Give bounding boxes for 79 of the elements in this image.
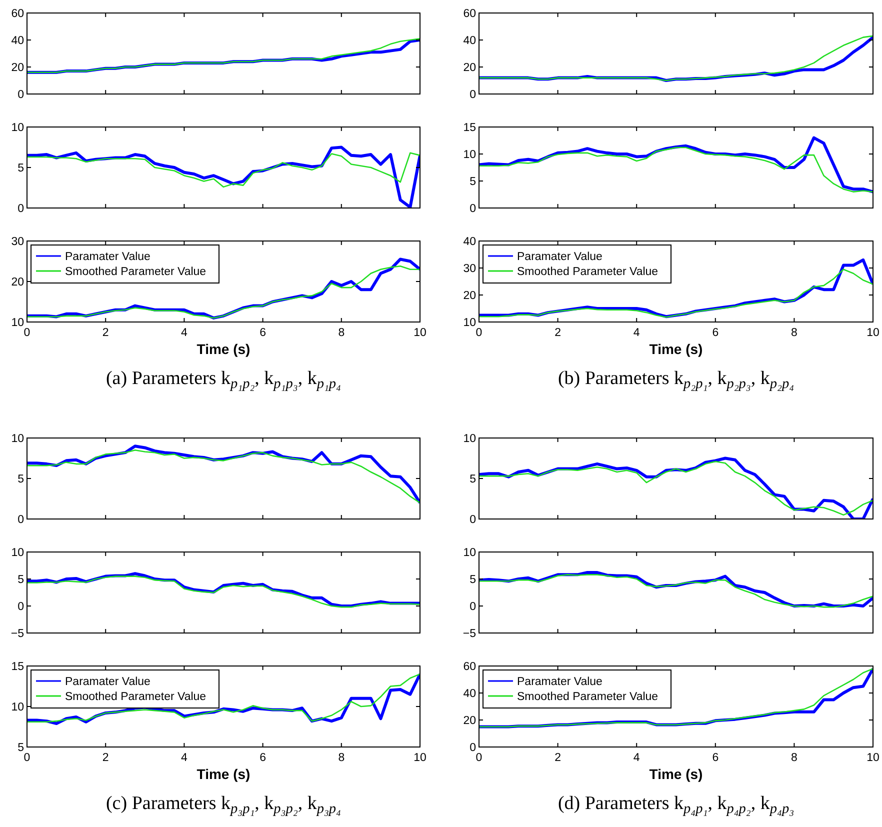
y-tick-label: −5 [462,628,476,640]
y-tick-label: 0 [470,742,476,754]
y-tick-label: 30 [11,236,24,248]
legend-label: Smoothed Parameter Value [517,266,658,278]
y-tick-label: 40 [463,236,476,248]
x-axis-title: Time (s) [649,341,703,357]
y-tick-label: 10 [11,547,24,559]
y-tick-label: 60 [11,8,24,20]
legend-label: Smoothed Parameter Value [65,691,206,703]
y-tick-label: 10 [11,702,24,714]
y-tick-label: 5 [18,474,24,486]
x-tick-label: 10 [414,327,426,339]
y-tick-label: 40 [463,688,476,700]
y-tick-label: 20 [11,62,24,74]
y-tick-label: 15 [11,661,24,673]
x-axis-title: Time (s) [649,766,703,782]
legend-label: Smoothed Parameter Value [517,691,658,703]
y-tick-label: 0 [470,89,476,101]
x-tick-label: 8 [790,327,798,339]
x-tick-label: 8 [338,752,345,764]
y-tick-label: 40 [11,35,24,47]
x-tick-label: 4 [633,327,640,339]
legend-label: Smoothed Parameter Value [65,266,206,278]
x-axis-title: Time (s) [196,341,250,357]
y-tick-label: 10 [11,433,24,445]
text: (c) Parameters k$_{p₃p₁}$, k$_{p₃p₂}$, k$_{p₃p₄}$ [106,793,342,816]
y-tick-label: 30 [463,263,476,275]
text: (a) Parameters k$_{p₁p₂}$, k$_{p₁p₃}$, k$_{p₁p₄}$ [106,368,342,392]
x-tick-label: 10 [866,752,880,764]
x-tick-label: 4 [180,327,188,339]
y-tick-label: 60 [463,661,476,673]
y-tick-label: 15 [463,122,476,134]
x-tick-label: 6 [260,327,266,339]
y-tick-label: 5 [18,742,24,754]
x-tick-label: 10 [414,752,426,764]
x-tick-label: 2 [102,752,109,764]
x-tick-label: 4 [180,752,188,764]
x-tick-label: 6 [712,752,719,764]
y-tick-label: 10 [463,317,476,329]
x-axis-title: Time (s) [196,766,250,782]
legend-label: Paramater Value [65,676,150,688]
x-tick-label: 10 [866,327,880,339]
y-tick-label: 5 [470,574,476,586]
y-tick-label: 10 [463,149,476,161]
y-tick-label: 40 [463,35,476,47]
x-tick-label: 2 [102,327,109,339]
y-tick-label: 20 [463,62,476,74]
x-tick-label: 4 [633,752,640,764]
y-tick-label: 60 [463,8,476,20]
y-tick-label: 0 [18,203,24,215]
y-tick-label: 20 [463,290,476,302]
legend-label: Paramater Value [65,251,150,263]
y-tick-label: 20 [11,276,24,288]
text: (d) Parameters k$_{p₄p₁}$, k$_{p₄p₂}$, k$_{p₄p₃}$ [558,793,794,816]
y-tick-label: 10 [11,122,24,134]
y-tick-label: 10 [11,317,24,329]
y-tick-label: 10 [463,547,476,559]
y-tick-label: 5 [18,162,24,174]
y-tick-label: 5 [18,574,24,586]
y-tick-label: 0 [18,601,24,613]
x-tick-label: 2 [554,327,562,339]
y-tick-label: 0 [470,601,476,613]
y-tick-label: 0 [18,89,24,101]
x-tick-label: 2 [554,752,562,764]
x-tick-label: 6 [712,327,719,339]
y-tick-label: 0 [18,514,24,526]
legend-label: Paramater Value [517,251,602,263]
legend-label: Paramater Value [517,676,602,688]
y-tick-label: 5 [470,474,476,486]
text: (b) Parameters k$_{p₂p₁}$, k$_{p₂p₃}$, k$_{p₂p₄}$ [558,368,794,392]
y-tick-label: 0 [470,203,476,215]
x-tick-label: 8 [338,327,345,339]
y-tick-label: −5 [10,628,24,640]
x-tick-label: 8 [790,752,798,764]
y-tick-label: 0 [470,514,476,526]
y-tick-label: 20 [463,715,476,727]
y-tick-label: 5 [470,176,476,188]
x-tick-label: 6 [260,752,266,764]
y-tick-label: 10 [463,433,476,445]
